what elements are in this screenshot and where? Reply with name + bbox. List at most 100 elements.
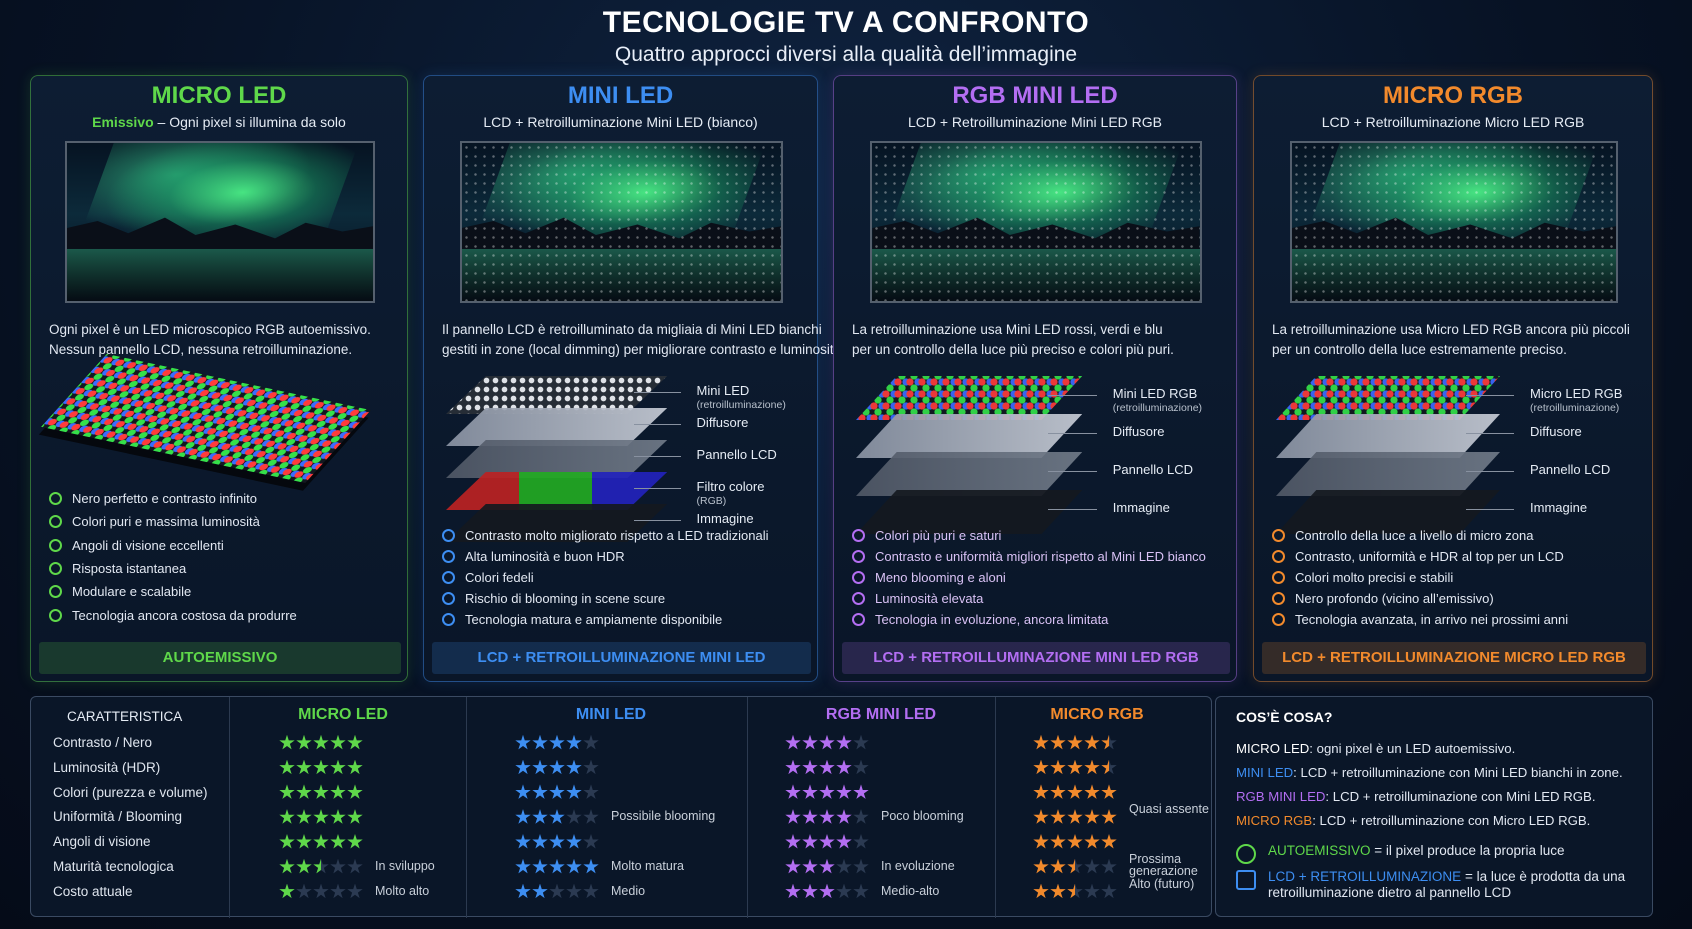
star [330,883,346,899]
layer-name: Immagine [1112,500,1170,515]
star-rating [1033,833,1118,851]
star [279,734,295,750]
row-label: Colori (purezza e volume) [53,784,208,800]
star [836,734,852,750]
star [313,833,329,849]
layer-label: Mini LED (retroilluminazione) [697,383,786,413]
legend-item: MICRO RGB: LCD + retroilluminazione con … [1236,813,1590,828]
star [819,759,835,775]
star [802,784,818,799]
feature-text: Nero profondo (vicino all’emissivo) [1295,591,1494,606]
legend-term: MICRO RGB [1236,813,1313,828]
star [313,809,329,824]
star [853,734,869,750]
layer-label: Mini LED RGB (retroilluminazione) [1113,386,1202,416]
star [802,734,818,750]
feature-icon [852,592,865,605]
star [802,858,818,874]
feature-text: Tecnologia in evoluzione, ancora limitat… [875,612,1109,627]
row-label: Luminosità (HDR) [53,759,161,775]
feature-text: Contrasto molto migliorato rispetto a LE… [465,528,769,543]
star [819,734,835,750]
star [347,784,363,799]
layer-connector [1048,509,1097,510]
subtitle-text: – Ogni pixel si illumina da solo [157,114,346,130]
column-divider [466,697,467,918]
feature: Tecnologia matura e ampiamente disponibi… [442,612,722,627]
star [1067,759,1083,775]
star [313,883,329,899]
card-description: Ogni pixel è un LED microscopico RGB aut… [49,322,371,337]
star [549,784,565,799]
subtitle-text: LCD + Retroilluminazione Micro LED RGB [1321,114,1585,130]
key-desc: = il pixel produce la propria luce [1374,843,1565,858]
key-term: AUTOEMISSIVO [1268,843,1371,858]
legend-text: : ogni pixel è un LED autoemissivo. [1309,741,1516,756]
card-footer: LCD + RETROILLUMINAZIONE MICRO LED RGB [1262,642,1646,674]
star [1033,858,1049,874]
star [1050,858,1066,874]
layer-shape [446,408,668,446]
card-footer: AUTOEMISSIVO [39,642,401,674]
star [785,833,801,849]
star [1101,759,1117,775]
star [1050,883,1066,899]
tv-image [870,141,1202,303]
table-header: CARATTERISTICA [67,709,183,724]
star-rating [515,833,600,851]
layer-connector [634,392,682,393]
star-rating [785,808,870,826]
star [549,734,565,750]
card-subtitle: LCD + Retroilluminazione Mini LED RGB [834,114,1236,130]
column-header: MICRO LED [298,706,388,723]
star-rating [785,883,870,901]
star-rating [1033,734,1118,752]
layer-note: (retroilluminazione) [696,399,786,411]
legend-text: : LCD + retroilluminazione con Mini LED … [1293,765,1623,780]
card-subtitle: LCD + Retroilluminazione Micro LED RGB [1254,114,1652,130]
star [347,858,363,874]
star [836,759,852,775]
layer-name: Diffusore [696,415,749,430]
star [1084,883,1100,899]
feature-text: Colori fedeli [465,570,534,585]
star [1050,759,1066,775]
legend-term: RGB MINI LED [1236,789,1326,804]
star [1067,833,1083,849]
rating-note: Alto (futuro) [1129,876,1195,891]
star [1084,759,1100,775]
layer-shape [1276,414,1500,458]
star [566,759,582,775]
layer-label: Immagine [1530,500,1587,515]
layer-note: (retroilluminazione) [1112,402,1203,414]
feature-text: Luminosità elevata [875,591,984,606]
layer-name: Pannello LCD [696,447,777,462]
star [853,833,869,849]
feature: Tecnologia ancora costosa da produrre [49,608,297,623]
feature: Angoli di visione eccellenti [49,538,224,553]
star [1050,734,1066,750]
star [1050,784,1066,799]
star-rating [1033,784,1118,802]
star [279,883,295,899]
rating-note: Prossima generazione [1129,852,1198,878]
star [802,759,818,775]
star [836,833,852,849]
column-header: MICRO RGB [1050,706,1144,723]
subtitle-text: LCD + Retroilluminazione Mini LED RGB [907,114,1163,130]
legend-key: LCD + RETROILLUMINAZIONE = la luce è pro… [1236,869,1636,901]
star-rating [785,784,870,802]
star [1084,784,1100,799]
feature: Risposta istantanea [49,561,186,576]
card-subtitle: LCD + Retroilluminazione Mini LED (bianc… [424,114,817,130]
feature-icon [852,529,865,542]
star [819,858,835,874]
star [532,883,548,899]
layer-note: (RGB) [696,495,727,507]
star-rating [785,833,870,851]
feature-icon [442,550,455,563]
layer-connector [634,488,682,489]
legend-item: MICRO LED: ogni pixel è un LED autoemiss… [1236,741,1515,756]
star-rating [279,734,364,752]
feature-icon [1272,529,1285,542]
